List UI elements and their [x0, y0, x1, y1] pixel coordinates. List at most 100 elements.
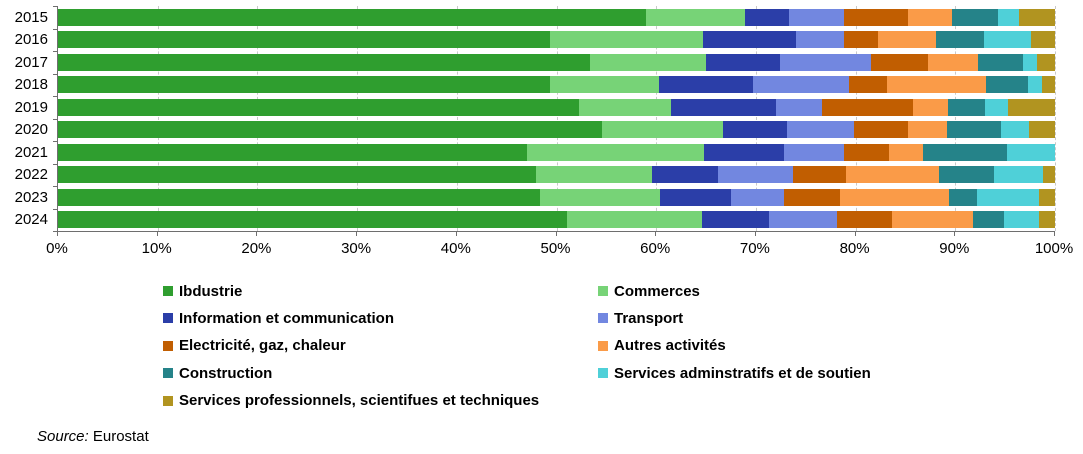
bar-segment	[788, 8, 844, 26]
bar-segment	[843, 143, 890, 161]
gridline	[456, 6, 458, 231]
x-axis-tick	[1054, 232, 1055, 236]
x-axis-label: 90%	[939, 240, 970, 257]
bar-segment	[718, 166, 793, 184]
gridline	[755, 6, 757, 231]
y-axis-tick	[53, 73, 57, 75]
y-axis-tick	[53, 141, 57, 142]
x-axis-tick	[954, 232, 956, 236]
x-axis-tick	[754, 232, 756, 236]
bar-segment	[792, 166, 846, 184]
bar-segment	[1007, 143, 1055, 161]
bar-segment	[836, 211, 893, 229]
legend-swatch	[598, 368, 608, 379]
x-axis-tick	[256, 232, 258, 236]
gridline	[955, 6, 957, 231]
y-axis-tick	[53, 186, 57, 187]
bar-segment	[986, 76, 1028, 94]
legend-label: Services professionnels, scientifues et …	[179, 392, 540, 410]
x-axis-label: 70%	[739, 240, 770, 257]
gridline	[855, 6, 857, 231]
bar-segment	[549, 76, 660, 94]
y-axis-label: 2021	[14, 143, 48, 161]
x-axis-tick	[854, 232, 856, 236]
bar-segment	[853, 121, 909, 139]
bar-segment	[843, 31, 878, 49]
bar-segment	[58, 76, 550, 94]
bar-segment	[892, 211, 974, 229]
x-axis-tick	[156, 232, 158, 236]
source-line: Source: Eurostat	[37, 428, 149, 445]
bar-segment	[768, 211, 837, 229]
x-axis-label: 60%	[640, 240, 671, 257]
bar-row-2020	[58, 121, 1055, 139]
legend-item: Commerces	[598, 281, 700, 301]
bar-segment	[58, 98, 580, 116]
bar-segment	[58, 8, 647, 26]
legend-item: Electricité, gaz, chaleur	[163, 336, 346, 356]
x-axis-label: 100%	[1034, 240, 1074, 257]
x-axis-tick	[655, 232, 657, 236]
plot-area	[57, 6, 1056, 232]
bar-segment	[579, 98, 672, 116]
x-axis-tick	[356, 232, 358, 236]
bar-segment	[994, 166, 1043, 184]
x-axis-label: 20%	[241, 240, 272, 257]
y-axis-label: 2017	[14, 53, 48, 71]
bar-segment	[1028, 76, 1042, 94]
legend-swatch	[598, 340, 608, 351]
x-axis-tick	[57, 232, 58, 236]
bar-row-2018	[58, 76, 1055, 94]
legend-label: Electricité, gaz, chaleur	[179, 337, 346, 355]
bar-segment	[704, 143, 784, 161]
legend-item: Autres activités	[598, 336, 726, 356]
bar-row-2022	[58, 166, 1055, 184]
legend-label: Commerces	[614, 282, 700, 300]
bar-segment	[786, 121, 854, 139]
bar-segment	[58, 31, 550, 49]
bar-segment	[848, 76, 888, 94]
bar-segment	[703, 31, 796, 49]
bar-segment	[984, 31, 1031, 49]
x-axis-tick	[455, 232, 457, 236]
legend-label: Information et communication	[179, 309, 395, 327]
legend-label: Construction	[179, 364, 273, 382]
bar-segment	[952, 8, 999, 26]
legend-item: Transport	[598, 308, 683, 328]
bar-segment	[1031, 31, 1055, 49]
bar-segment	[821, 98, 914, 116]
bar-segment	[839, 188, 950, 206]
legend-label: Transport	[614, 309, 684, 327]
legend-item: Services professionnels, scientifues et …	[163, 391, 539, 411]
y-axis-tick	[53, 231, 57, 232]
bar-row-2023	[58, 188, 1055, 206]
bar-segment	[1039, 211, 1055, 229]
legend-swatch	[163, 395, 173, 406]
bar-segment	[928, 53, 979, 71]
legend-swatch	[163, 368, 173, 379]
legend-swatch	[163, 313, 173, 324]
gridline	[357, 6, 359, 231]
y-axis-label: 2016	[14, 31, 48, 48]
legend-item: Ibdustrie	[163, 281, 242, 301]
bar-segment	[730, 188, 784, 206]
bar-segment	[947, 121, 1002, 139]
x-axis-label: 40%	[440, 240, 471, 257]
legend-item: Services adminstratifs et de soutien	[598, 363, 871, 383]
bar-segment	[1001, 121, 1030, 139]
bar-row-2016	[58, 31, 1055, 49]
bar-segment	[889, 143, 924, 161]
bar-segment	[1041, 76, 1055, 94]
bar-segment	[939, 166, 995, 184]
legend-swatch	[598, 286, 608, 296]
x-axis-label: 50%	[540, 240, 571, 257]
bar-segment	[1029, 121, 1055, 139]
bar-segment	[1004, 211, 1039, 229]
y-axis-tick	[53, 118, 57, 120]
bar-segment	[977, 188, 1039, 206]
bar-segment	[659, 76, 753, 94]
bar-segment	[923, 143, 1008, 161]
y-axis-label: 2020	[14, 121, 48, 138]
bar-segment	[1042, 166, 1055, 184]
bar-segment	[702, 211, 769, 229]
